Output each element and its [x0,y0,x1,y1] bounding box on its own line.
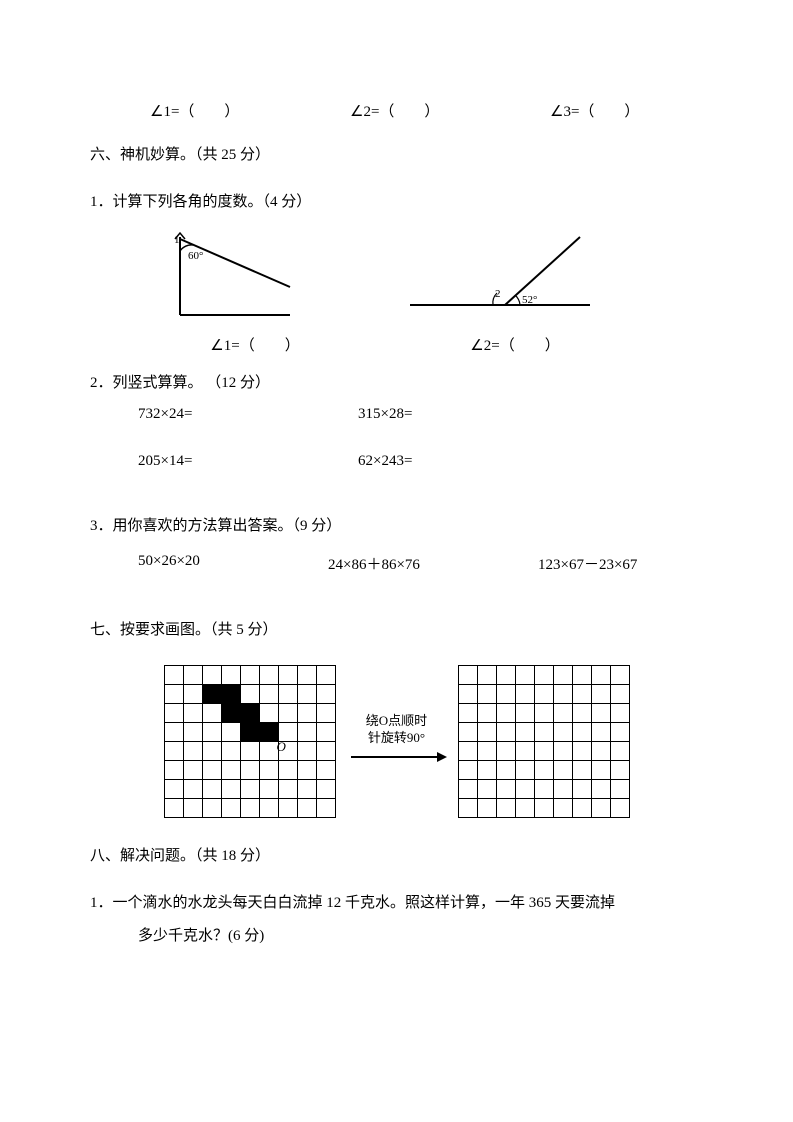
angle-diagrams: 60° 1 ∠1=（ ） 52° 2 ∠2=（ ） [90,225,703,355]
calc3-row: 50×26×20 24×86＋86×76 123×67－23×67 [90,553,703,574]
diag2-two-label: 2 [495,288,501,300]
section-6-title: 六、神机妙算。（共 25 分） [90,139,703,172]
diag1-angle-label: 60° [188,250,203,262]
calc-2: 315×28= [358,406,412,423]
diagram-1: 60° 1 ∠1=（ ） [140,225,370,355]
calc3-3: 123×67－23×67 [538,553,637,574]
grids-row: O 绕O点顺时 针旋转90° [90,665,703,818]
q8-1-line1: 1．一个滴水的水龙头每天白白流掉 12 千克水。照这样计算，一年 365 天要流… [90,887,703,920]
calc-4: 62×243= [358,453,412,470]
diag2-angle-label: 52° [522,294,537,306]
diagram-2: 52° 2 ∠2=（ ） [400,225,630,355]
q6-2-prompt: 2．列竖式算算。 （12 分） [90,367,703,400]
grid-left: O [164,665,336,818]
angle-figure-1: 60° 1 [140,225,310,325]
grid-right [458,665,630,818]
rotation-label: 绕O点顺时 针旋转90° [336,713,458,770]
q6-1-prompt: 1．计算下列各角的度数。（4 分） [90,186,703,219]
section-8-title: 八、解决问题。（共 18 分） [90,840,703,873]
calc-1: 732×24= [138,406,358,423]
calc3-2: 24×86＋86×76 [328,553,538,574]
calc3-1: 50×26×20 [138,553,328,574]
blank-angle-2: ∠2=（ ） [350,100,550,121]
angle-blanks-row: ∠1=（ ） ∠2=（ ） ∠3=（ ） [90,100,703,121]
diag1-caption: ∠1=（ ） [140,334,370,355]
blank-angle-1: ∠1=（ ） [150,100,350,121]
diag2-caption: ∠2=（ ） [400,334,630,355]
angle-figure-2: 52° 2 [400,225,600,325]
calc-3: 205×14= [138,453,358,470]
o-label: O [277,739,286,755]
section-7-title: 七、按要求画图。（共 5 分） [90,614,703,647]
q6-3-prompt: 3．用你喜欢的方法算出答案。（9 分） [90,510,703,543]
q8-1-line2: 多少千克水？(6 分) [90,920,703,953]
rotate-text-2: 针旋转90° [342,730,452,747]
diag1-top-1: 1 [174,234,180,246]
blank-angle-3: ∠3=（ ） [550,100,639,121]
calc-row-1: 732×24= 315×28= [90,406,703,423]
arrow-icon [347,749,447,765]
grid-right-table [458,665,630,818]
rotate-text-1: 绕O点顺时 [342,713,452,730]
calc-row-2: 205×14= 62×243= [90,453,703,470]
grid-left-table [164,665,336,818]
